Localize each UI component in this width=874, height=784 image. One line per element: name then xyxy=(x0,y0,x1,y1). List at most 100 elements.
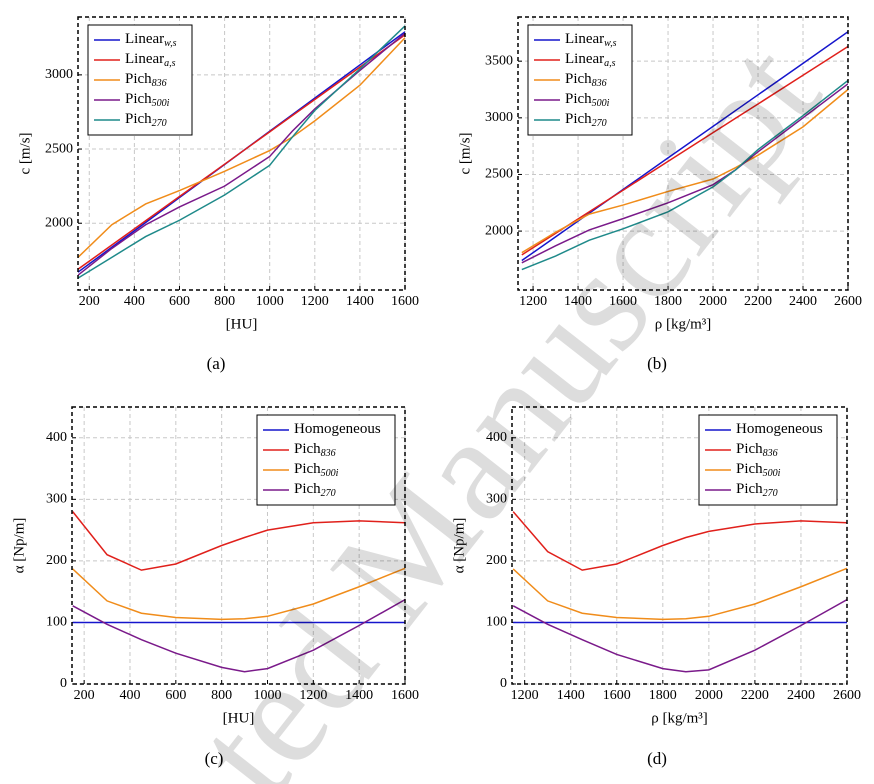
legend-name: Pich xyxy=(125,71,152,87)
legend-subscript: 500i xyxy=(592,98,610,109)
x-tick-label: 1400 xyxy=(557,688,585,703)
x-tick-label: 1400 xyxy=(345,688,373,703)
legend-name: Linear xyxy=(125,51,164,67)
x-axis-label: [HU] xyxy=(223,710,255,726)
legend-name: Homogeneous xyxy=(294,421,381,437)
y-tick-label: 3500 xyxy=(485,53,513,68)
x-tick-label: 2200 xyxy=(741,688,769,703)
y-tick-label: 400 xyxy=(486,430,507,445)
legend-subscript: 836 xyxy=(321,448,336,459)
panel-label: (a) xyxy=(207,354,226,373)
plot-frame xyxy=(517,16,849,291)
legend-label: Pich270 xyxy=(125,111,167,129)
y-tick-label: 3000 xyxy=(45,67,73,82)
legend-name: Pich xyxy=(125,91,152,107)
series-line xyxy=(72,511,405,571)
series-line xyxy=(521,83,848,264)
legend-subscript: a,s xyxy=(164,58,176,69)
y-tick-label: 0 xyxy=(60,676,67,691)
x-tick-label: 800 xyxy=(211,688,232,703)
legend-label: Pich836 xyxy=(565,71,607,89)
legend-name: Pich xyxy=(294,441,321,457)
x-tick-label: 2400 xyxy=(787,688,815,703)
legend-subscript: 500i xyxy=(763,468,781,479)
x-tick-label: 2600 xyxy=(833,688,861,703)
legend-subscript: 270 xyxy=(592,118,607,129)
legend-name: Pich xyxy=(294,481,321,497)
y-tick-label: 200 xyxy=(486,553,507,568)
legend-subscript: 836 xyxy=(763,448,778,459)
x-tick-label: 1800 xyxy=(649,688,677,703)
x-tick-label: 1400 xyxy=(346,294,374,309)
legend-label: Homogeneous xyxy=(736,421,823,437)
legend-name: Pich xyxy=(736,441,763,457)
x-tick-label: 1000 xyxy=(253,688,281,703)
legend-label: Pich500i xyxy=(736,461,781,479)
x-tick-label: 400 xyxy=(124,294,145,309)
series-line xyxy=(521,79,848,271)
y-axis-label: c [m/s] xyxy=(17,132,33,174)
legend-label: Pich500i xyxy=(565,91,610,109)
legend-label: Homogeneous xyxy=(294,421,381,437)
legend-label: Pich500i xyxy=(125,91,170,109)
x-tick-label: 1600 xyxy=(391,294,419,309)
series-line xyxy=(78,37,405,258)
y-tick-label: 300 xyxy=(46,492,67,507)
x-tick-label: 1600 xyxy=(603,688,631,703)
legend-subscript: 270 xyxy=(152,118,167,129)
series-line xyxy=(521,31,848,262)
x-tick-label: 200 xyxy=(74,688,95,703)
x-axis-label: ρ [kg/m³] xyxy=(655,316,712,332)
y-tick-label: 300 xyxy=(486,492,507,507)
legend-subscript: w,s xyxy=(604,38,616,49)
legend-label: Linearw,s xyxy=(125,31,177,49)
legend-subscript: 500i xyxy=(321,468,339,479)
series-line xyxy=(521,88,848,254)
x-tick-label: 1000 xyxy=(256,294,284,309)
series-line xyxy=(512,511,847,571)
legend-subscript: 836 xyxy=(592,78,607,89)
legend-subscript: w,s xyxy=(164,38,176,49)
y-tick-label: 2500 xyxy=(485,167,513,182)
legend-name: Pich xyxy=(565,91,592,107)
x-tick-label: 1600 xyxy=(391,688,419,703)
legend-subscript: 270 xyxy=(321,488,336,499)
x-tick-label: 400 xyxy=(119,688,140,703)
x-tick-label: 600 xyxy=(169,294,190,309)
panel-label: (b) xyxy=(647,354,667,373)
y-tick-label: 2000 xyxy=(485,223,513,238)
x-tick-label: 2000 xyxy=(699,294,727,309)
y-tick-label: 100 xyxy=(46,615,67,630)
series-line xyxy=(512,567,847,621)
x-tick-label: 1200 xyxy=(519,294,547,309)
x-tick-label: 1200 xyxy=(301,294,329,309)
x-axis-label: [HU] xyxy=(226,316,258,332)
x-tick-label: 200 xyxy=(79,294,100,309)
legend-label: Pich836 xyxy=(125,71,167,89)
series-line xyxy=(72,599,405,673)
y-axis-label: c [m/s] xyxy=(457,132,473,174)
legend-label: Pich836 xyxy=(294,441,336,459)
legend-name: Pich xyxy=(565,71,592,87)
x-tick-label: 2600 xyxy=(834,294,862,309)
x-tick-label: 800 xyxy=(214,294,235,309)
x-tick-label: 2400 xyxy=(789,294,817,309)
legend-label: Pich500i xyxy=(294,461,339,479)
y-tick-label: 100 xyxy=(486,615,507,630)
x-tick-label: 2000 xyxy=(695,688,723,703)
panel-label: (c) xyxy=(205,749,224,768)
legend-name: Linear xyxy=(565,51,604,67)
legend-subscript: 500i xyxy=(152,98,170,109)
legend-name: Pich xyxy=(294,461,321,477)
legend-label: Lineara,s xyxy=(565,51,616,69)
legend-label: Linearw,s xyxy=(565,31,617,49)
y-axis-label: α [Np/m] xyxy=(11,518,27,574)
plot-frame xyxy=(77,16,406,291)
legend-name: Pich xyxy=(736,461,763,477)
x-tick-label: 1400 xyxy=(564,294,592,309)
y-tick-label: 3000 xyxy=(485,110,513,125)
legend-name: Linear xyxy=(125,31,164,47)
y-tick-label: 200 xyxy=(46,553,67,568)
y-tick-label: 2000 xyxy=(45,215,73,230)
